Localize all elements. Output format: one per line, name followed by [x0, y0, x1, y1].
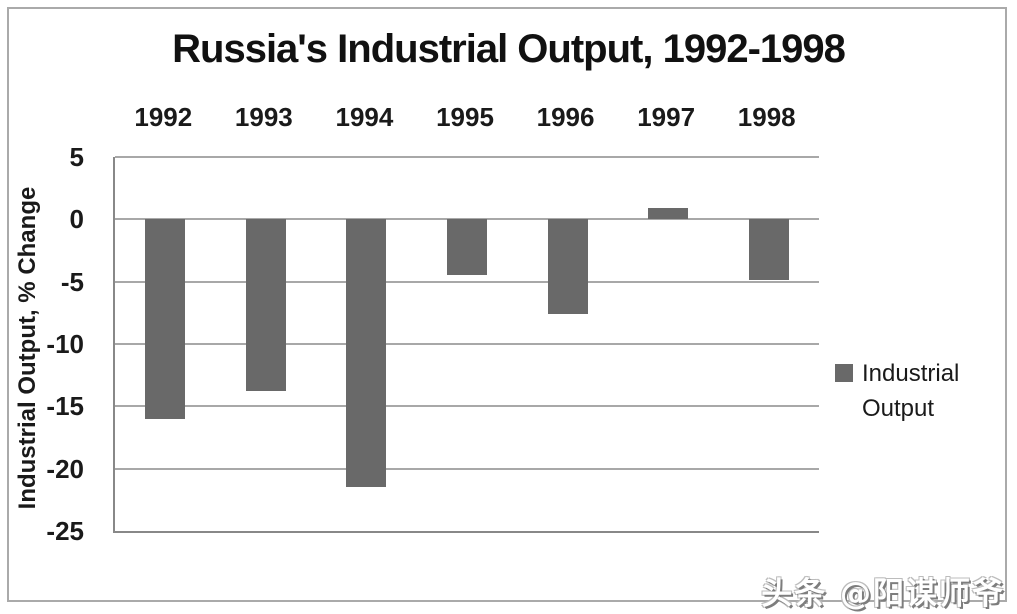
category-label-1992: 1992	[134, 102, 193, 132]
chart-frame	[7, 7, 1007, 602]
y-tick-label--10: -10	[46, 329, 84, 359]
category-label-1993: 1993	[234, 102, 293, 132]
category-label-1994: 1994	[335, 102, 394, 132]
y-tick-label--20: -20	[46, 453, 84, 484]
y-tick-label--5: -5	[60, 266, 84, 297]
watermark: 头条 @阳谋师爷	[761, 576, 1005, 612]
bar-1996	[547, 219, 588, 315]
chart-title: Russia's Industrial Output, 1992-1998	[172, 27, 846, 71]
plot-area	[113, 156, 819, 533]
category-label-1996: 1996	[536, 102, 595, 132]
bar-1997	[648, 208, 689, 220]
y-tick-label-5: 5	[69, 142, 84, 172]
category-label-1998: 1998	[737, 102, 796, 132]
legend-label: Industrial Output	[862, 360, 960, 422]
bar-1998	[748, 219, 789, 281]
legend-swatch-icon	[835, 364, 853, 382]
gridline--5	[115, 280, 819, 283]
category-label-1997: 1997	[637, 102, 696, 132]
gridline-5	[115, 156, 819, 158]
gridline--20	[115, 467, 819, 470]
y-tick-label--25: -25	[46, 516, 84, 546]
bar-1993	[245, 219, 286, 392]
y-tick-label--15: -15	[46, 391, 84, 422]
gridline--15	[115, 405, 819, 408]
bar-1992	[145, 219, 186, 419]
bar-1994	[346, 219, 387, 488]
gridline--10	[115, 343, 819, 345]
bar-1995	[447, 219, 487, 276]
category-label-1995: 1995	[436, 102, 494, 132]
legend: Industrial Output	[835, 356, 974, 426]
y-tick-label-0: 0	[69, 204, 84, 235]
